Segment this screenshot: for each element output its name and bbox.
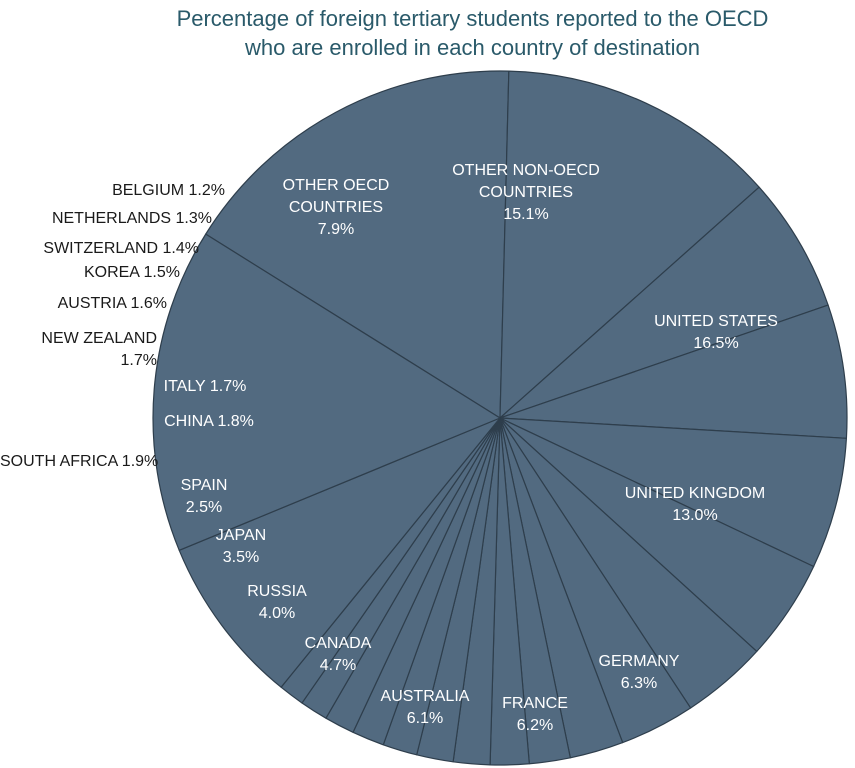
slice-label-germany: GERMANY 6.3%: [599, 653, 680, 692]
slice-label-austria: AUSTRIA 1.6%: [58, 295, 167, 312]
pie-slice-france: [499, 304, 848, 439]
slice-label-netherlands: NETHERLANDS 1.3%: [52, 210, 212, 227]
slice-label-france: FRANCE 6.2%: [502, 695, 568, 734]
slice-label-australia: AUSTRALIA 6.1%: [381, 688, 470, 727]
slice-label-other-non-oecd-countries: OTHER NON-OECD COUNTRIES 15.1%: [452, 162, 600, 223]
pie-slice-germany: [499, 186, 829, 419]
slice-label-japan: JAPAN 3.5%: [216, 527, 266, 566]
pie-slice-australia: [499, 417, 848, 568]
pie-slice-other-non-oecd-countries: [152, 233, 501, 551]
slice-label-russia: RUSSIA 4.0%: [247, 583, 307, 622]
pie-slice-united-states: [205, 70, 510, 419]
slice-label-italy: ITALY 1.7%: [164, 378, 247, 395]
slice-label-switzerland: SWITZERLAND 1.4%: [43, 240, 199, 257]
slice-label-korea: KOREA 1.5%: [84, 264, 180, 281]
chart-title: Percentage of foreign tertiary students …: [90, 4, 855, 62]
slice-label-united-states: UNITED STATES 16.5%: [654, 313, 778, 352]
pie-slice-other-oecd-countries: [178, 417, 501, 688]
slice-label-canada: CANADA 4.7%: [305, 635, 372, 674]
pie-slice-united-kingdom: [499, 70, 760, 419]
pie-labels: UNITED STATES 16.5% UNITED KINGDOM 13.0% GER…: [0, 162, 778, 734]
slice-label-belgium: BELGIUM 1.2%: [112, 182, 225, 199]
slice-label-south-africa: SOUTH AFRICA 1.9%: [0, 453, 158, 470]
slice-label-other-oecd-countries: OTHER OECD COUNTRIES 7.9%: [283, 177, 390, 238]
slice-label-united-kingdom: UNITED KINGDOM 13.0%: [625, 485, 765, 524]
pie-slices: [152, 70, 848, 766]
chart-title-line-1: Percentage of foreign tertiary students …: [176, 6, 769, 31]
slice-label-spain: SPAIN 2.5%: [181, 477, 228, 516]
chart-title-line-2: who are enrolled in each country of dest…: [245, 35, 700, 60]
slice-label-china: CHINA 1.8%: [164, 413, 254, 430]
slice-label-new-zealand: NEW ZEALAND 1.7%: [41, 330, 157, 369]
